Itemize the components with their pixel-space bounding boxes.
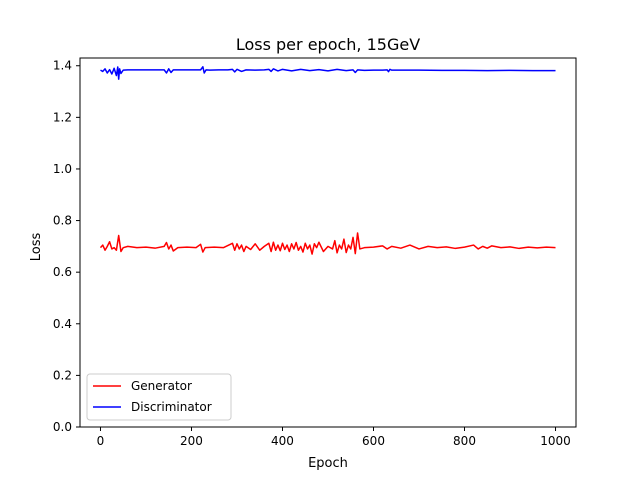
y-tick-label: 0.8 <box>53 214 72 228</box>
series-line-generator <box>99 232 556 255</box>
x-tick-label: 0 <box>97 434 105 448</box>
y-tick-label: 0.2 <box>53 368 72 382</box>
y-tick-label: 0.4 <box>53 317 72 331</box>
axis-ticks: 0 200 400 600 800 1000 0.0 0.2 0.4 0.6 0.8 1.0 1.2 1.… <box>53 59 571 448</box>
series-line-discriminator <box>100 66 556 80</box>
plot-area <box>99 66 556 255</box>
legend: Generator Discriminator <box>86 373 232 421</box>
legend-label-generator: Generator <box>131 379 192 393</box>
chart-title: Loss per epoch, 15GeV <box>236 35 420 54</box>
y-tick-label: 1.2 <box>53 110 72 124</box>
axes-frame <box>79 57 577 428</box>
y-tick-label: 0.6 <box>53 265 72 279</box>
legend-label-discriminator: Discriminator <box>131 400 212 414</box>
x-tick-label: 800 <box>453 434 476 448</box>
y-tick-label: 0.0 <box>53 420 72 434</box>
y-tick-label: 1.0 <box>53 162 72 176</box>
y-tick-label: 1.4 <box>53 59 72 73</box>
y-axis-label: Loss <box>29 233 44 262</box>
x-tick-label: 400 <box>271 434 294 448</box>
x-axis-label: Epoch <box>308 456 348 471</box>
x-tick-label: 200 <box>180 434 203 448</box>
x-tick-label: 600 <box>362 434 385 448</box>
x-tick-label: 1000 <box>540 434 571 448</box>
legend-box <box>86 373 232 421</box>
